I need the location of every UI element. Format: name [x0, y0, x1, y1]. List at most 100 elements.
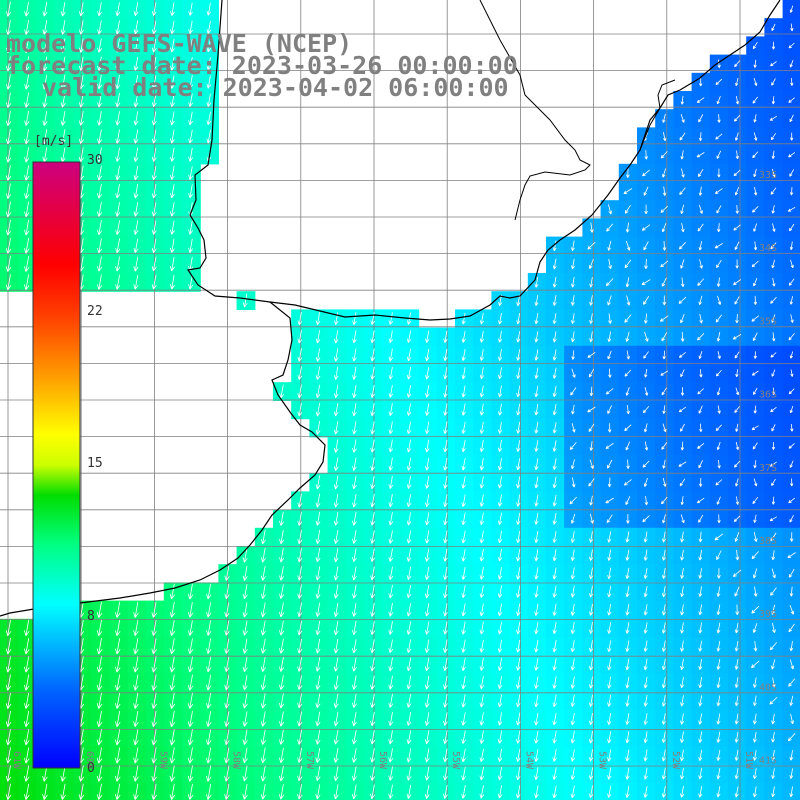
wind-arrow — [96, 601, 103, 618]
wind-arrow — [589, 295, 594, 306]
wind-arrow — [680, 568, 685, 579]
wind-arrow — [771, 478, 776, 487]
wind-arrow — [133, 783, 139, 800]
wind-arrow — [699, 259, 703, 269]
wind-arrow — [351, 657, 357, 672]
wind-arrow — [770, 352, 777, 358]
wind-arrow — [206, 656, 212, 673]
wind-arrow — [188, 93, 194, 107]
wind-arrow — [751, 260, 759, 268]
wind-arrow — [279, 638, 285, 654]
wind-arrow — [388, 657, 394, 672]
wind-arrow — [188, 111, 194, 126]
wind-arrow — [260, 547, 266, 563]
wind-arrow — [133, 729, 139, 746]
wind-arrow — [644, 368, 648, 378]
wind-arrow — [789, 586, 794, 597]
wind-arrow — [352, 602, 357, 617]
wind-arrow — [788, 623, 795, 633]
wind-arrow — [516, 530, 521, 544]
wind-arrow — [753, 132, 758, 141]
wind-arrow — [608, 204, 612, 215]
wind-arrow — [425, 530, 430, 544]
wind-arrow — [534, 385, 539, 398]
wind-arrow — [571, 350, 575, 360]
wind-arrow — [425, 367, 430, 380]
wind-arrow — [206, 93, 212, 107]
wind-arrow — [626, 405, 630, 415]
wind-arrow — [770, 296, 777, 304]
wind-arrow — [662, 132, 667, 142]
coastline-path — [186, 0, 781, 321]
wind-arrow — [443, 348, 448, 362]
wind-arrow — [297, 693, 303, 709]
wind-arrow — [479, 403, 485, 416]
wind-arrow — [697, 223, 704, 232]
wind-arrow — [315, 784, 321, 800]
wind-arrow — [169, 601, 176, 618]
wind-arrow — [242, 656, 248, 673]
wind-arrow — [516, 694, 521, 708]
wind-arrow — [552, 567, 557, 580]
wind-arrow — [661, 731, 666, 743]
wind-arrow — [753, 514, 757, 523]
wind-arrow — [151, 238, 157, 254]
wind-arrow — [188, 275, 194, 290]
wind-arrow — [370, 312, 375, 325]
wind-arrow — [187, 620, 194, 636]
wind-arrow — [569, 496, 577, 505]
wind-arrow — [443, 639, 448, 653]
wind-arrow — [133, 619, 139, 637]
wind-arrow — [334, 312, 339, 326]
wind-arrow — [735, 313, 739, 324]
wind-arrow — [497, 458, 503, 471]
wind-arrow — [625, 222, 630, 233]
wind-arrow — [151, 710, 157, 728]
wind-arrow — [224, 747, 230, 764]
wind-arrow — [206, 2, 212, 16]
wind-arrow — [461, 766, 467, 781]
wind-arrow — [662, 477, 667, 487]
wind-arrow — [734, 768, 739, 780]
wind-arrow — [370, 784, 376, 800]
wind-arrow — [680, 369, 685, 378]
title-model: modelo GEFS-WAVE (NCEP) — [6, 29, 353, 58]
wind-arrow — [534, 639, 539, 653]
wind-arrow — [24, 638, 30, 655]
wind-arrow — [625, 767, 630, 780]
wind-arrow — [497, 494, 503, 507]
wind-arrow — [97, 147, 103, 163]
wind-arrow — [333, 602, 339, 617]
wind-arrow — [715, 314, 723, 323]
wind-arrow — [661, 549, 666, 561]
wind-arrow — [370, 530, 376, 544]
wind-arrow — [479, 621, 485, 635]
wind-arrow — [151, 783, 157, 800]
wind-arrow — [625, 240, 631, 251]
wind-arrow — [406, 366, 412, 380]
wind-arrow — [443, 530, 448, 544]
wind-arrow — [133, 56, 139, 71]
wind-arrow — [279, 529, 285, 545]
wind-arrow — [607, 405, 612, 414]
wind-arrow — [406, 566, 412, 581]
wind-arrow — [479, 766, 485, 781]
wind-arrow — [515, 767, 521, 781]
wind-arrow — [498, 331, 503, 343]
wind-arrow — [714, 533, 724, 541]
lat-label: 33S — [759, 170, 777, 181]
wind-arrow — [5, 656, 12, 673]
lat-label: 38S — [759, 536, 777, 547]
wind-arrow — [96, 765, 103, 782]
wind-arrow — [552, 422, 557, 434]
wind-arrow — [187, 583, 194, 600]
wind-arrow — [716, 767, 721, 780]
wind-arrow — [297, 584, 303, 599]
wind-arrow — [588, 785, 594, 799]
wind-arrow — [699, 313, 703, 324]
wind-arrow — [608, 258, 612, 270]
wind-arrow — [716, 332, 721, 342]
wind-arrow — [6, 1, 12, 17]
wind-arrow — [570, 712, 576, 726]
inland-border-path — [479, 0, 591, 221]
